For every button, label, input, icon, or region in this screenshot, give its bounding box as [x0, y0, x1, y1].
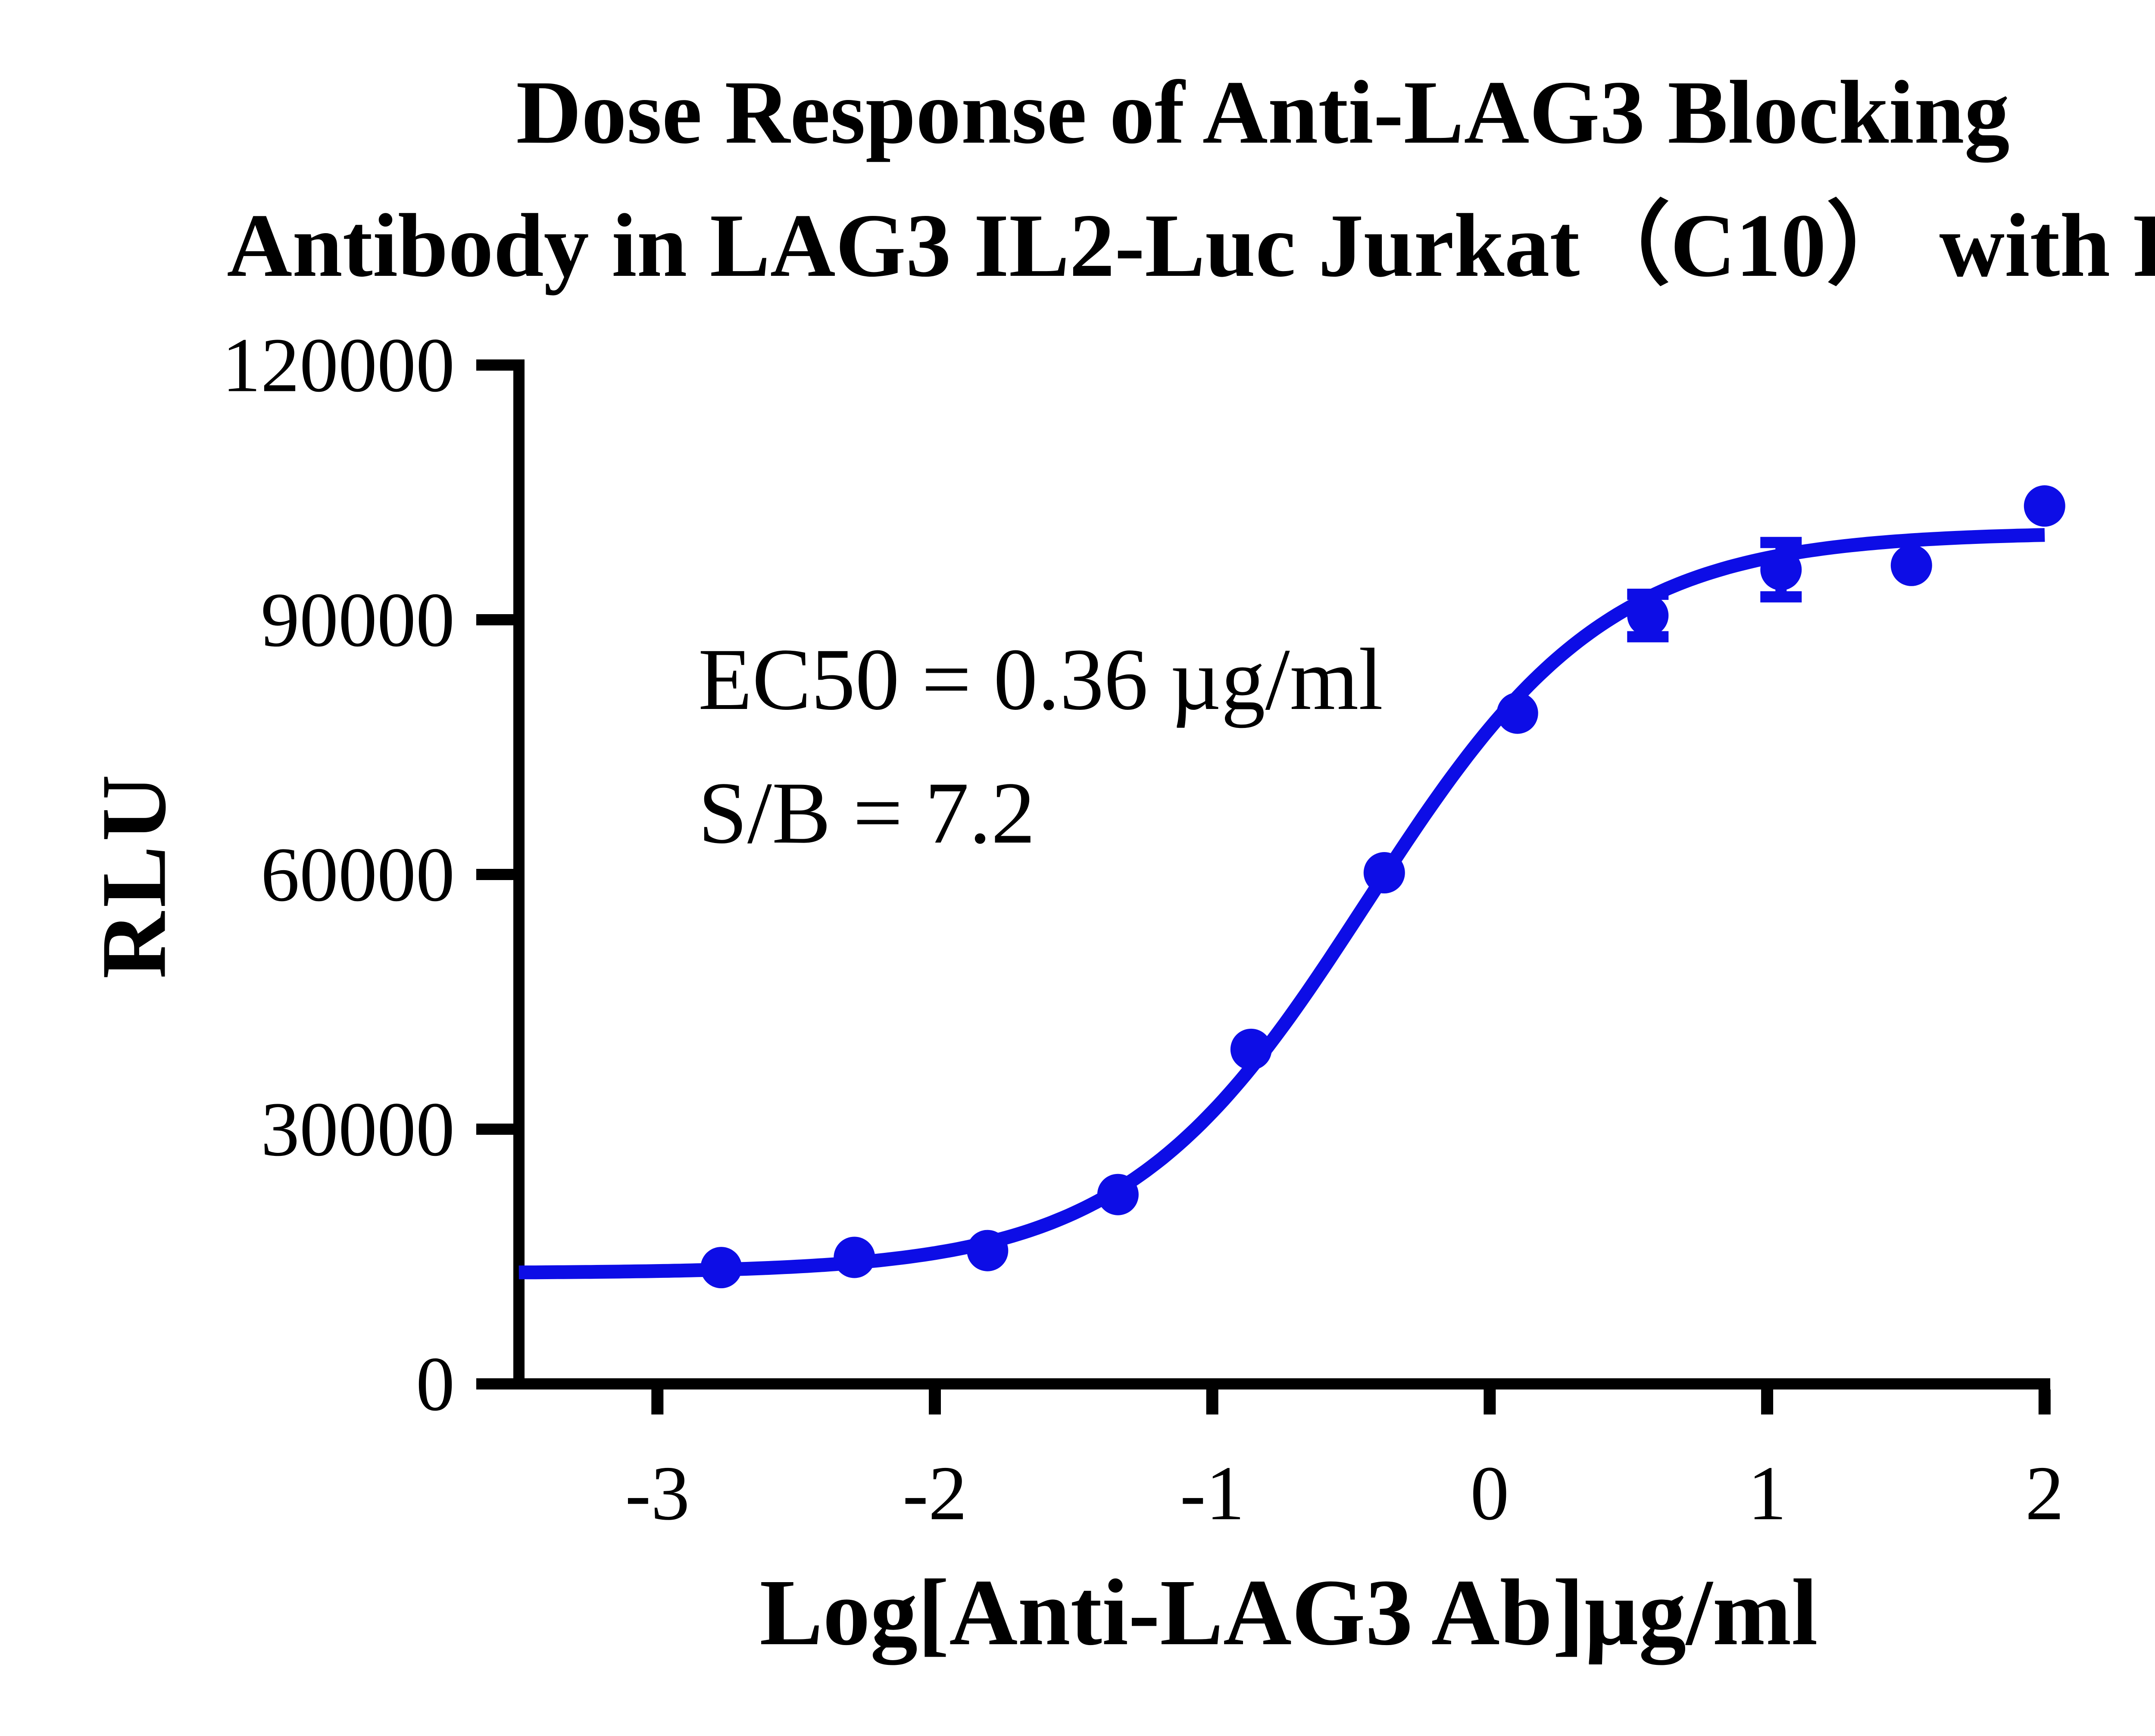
- x-tick: [2038, 1389, 2051, 1414]
- data-point-marker: [1097, 1174, 1139, 1215]
- y-tick: [476, 614, 513, 625]
- x-tick: [1206, 1389, 1218, 1414]
- chart-title-line2: Antibody in LAG3 IL2-Luc Jurkat（C10） wit…: [227, 196, 2155, 296]
- y-axis-label: RLU: [82, 770, 185, 979]
- y-tick: [476, 869, 513, 880]
- x-tick-label: -1: [1180, 1450, 1245, 1536]
- x-tick-label: 0: [1470, 1450, 1509, 1536]
- y-tick-label: 90000: [261, 577, 455, 663]
- data-point-marker: [1230, 1028, 1272, 1070]
- annotation-sb: S/B = 7.2: [698, 764, 1035, 862]
- x-axis-label: Log[Anti-LAG3 Ab]µg/ml: [759, 1560, 1818, 1665]
- data-point-marker: [700, 1247, 742, 1289]
- y-tick: [476, 359, 513, 371]
- y-tick: [476, 1378, 513, 1389]
- data-point-marker: [1890, 544, 1932, 586]
- y-tick-label: 60000: [261, 832, 455, 918]
- x-tick: [1761, 1389, 1774, 1414]
- error-bar-cap: [1760, 591, 1802, 603]
- y-tick: [476, 1124, 513, 1135]
- y-tick-label: 0: [416, 1341, 455, 1427]
- annotation-ec50: EC50 = 0.36 µg/ml: [698, 631, 1383, 728]
- x-tick: [1484, 1389, 1496, 1414]
- x-tick: [929, 1389, 941, 1414]
- error-bar-cap: [1760, 537, 1802, 548]
- data-point-marker: [1627, 595, 1669, 637]
- data-point-marker: [967, 1230, 1009, 1271]
- x-tick-label: 1: [1748, 1450, 1786, 1536]
- data-point-marker: [1760, 549, 1802, 590]
- y-tick-label: 30000: [261, 1087, 455, 1172]
- x-tick-label: -2: [903, 1450, 967, 1536]
- y-axis-line: [513, 359, 525, 1389]
- x-axis-line: [513, 1378, 2050, 1389]
- axis-tick-labels: 0 30000 60000 90000 120000 -3 -2 -1 0 1 2: [222, 322, 2064, 1536]
- x-tick-label: 2: [2025, 1450, 2064, 1536]
- axis-ticks: [476, 359, 2051, 1414]
- data-point-marker: [1363, 852, 1405, 894]
- plot-area: [518, 485, 2065, 1289]
- data-point-marker: [2024, 485, 2065, 527]
- x-tick-label: -3: [625, 1450, 690, 1536]
- data-point-marker: [1496, 692, 1538, 734]
- chart-title-line1: Dose Response of Anti-LAG3 Blocking: [516, 62, 2009, 162]
- data-point-marker: [834, 1236, 875, 1278]
- y-tick-label: 120000: [222, 322, 455, 408]
- x-tick: [651, 1389, 664, 1414]
